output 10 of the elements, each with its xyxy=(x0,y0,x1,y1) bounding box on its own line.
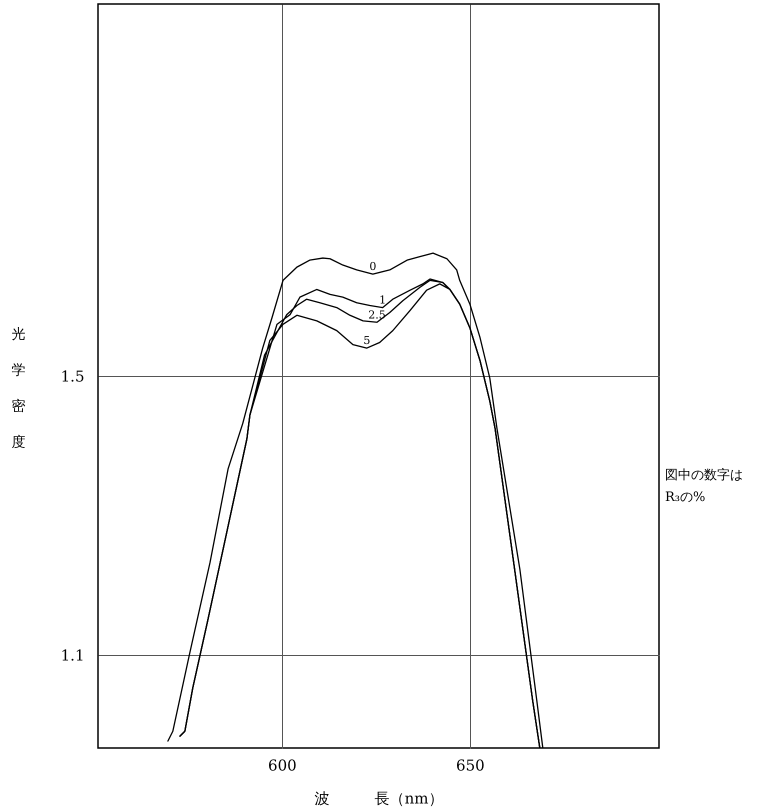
x-axis-title: 波 長（nm） xyxy=(314,790,444,808)
series-label: 0 xyxy=(369,260,376,274)
series-label: 5 xyxy=(363,334,370,348)
text: 光学密度 xyxy=(12,326,26,450)
y-tick-label: 1.5 xyxy=(60,368,84,386)
x-tick-label: 600 xyxy=(268,756,297,774)
y-tick-label: 1.1 xyxy=(60,646,84,665)
series-label: 1 xyxy=(379,294,386,307)
x-tick-label: 650 xyxy=(456,756,485,774)
text: 図中の数字は R₃の% xyxy=(665,467,743,505)
